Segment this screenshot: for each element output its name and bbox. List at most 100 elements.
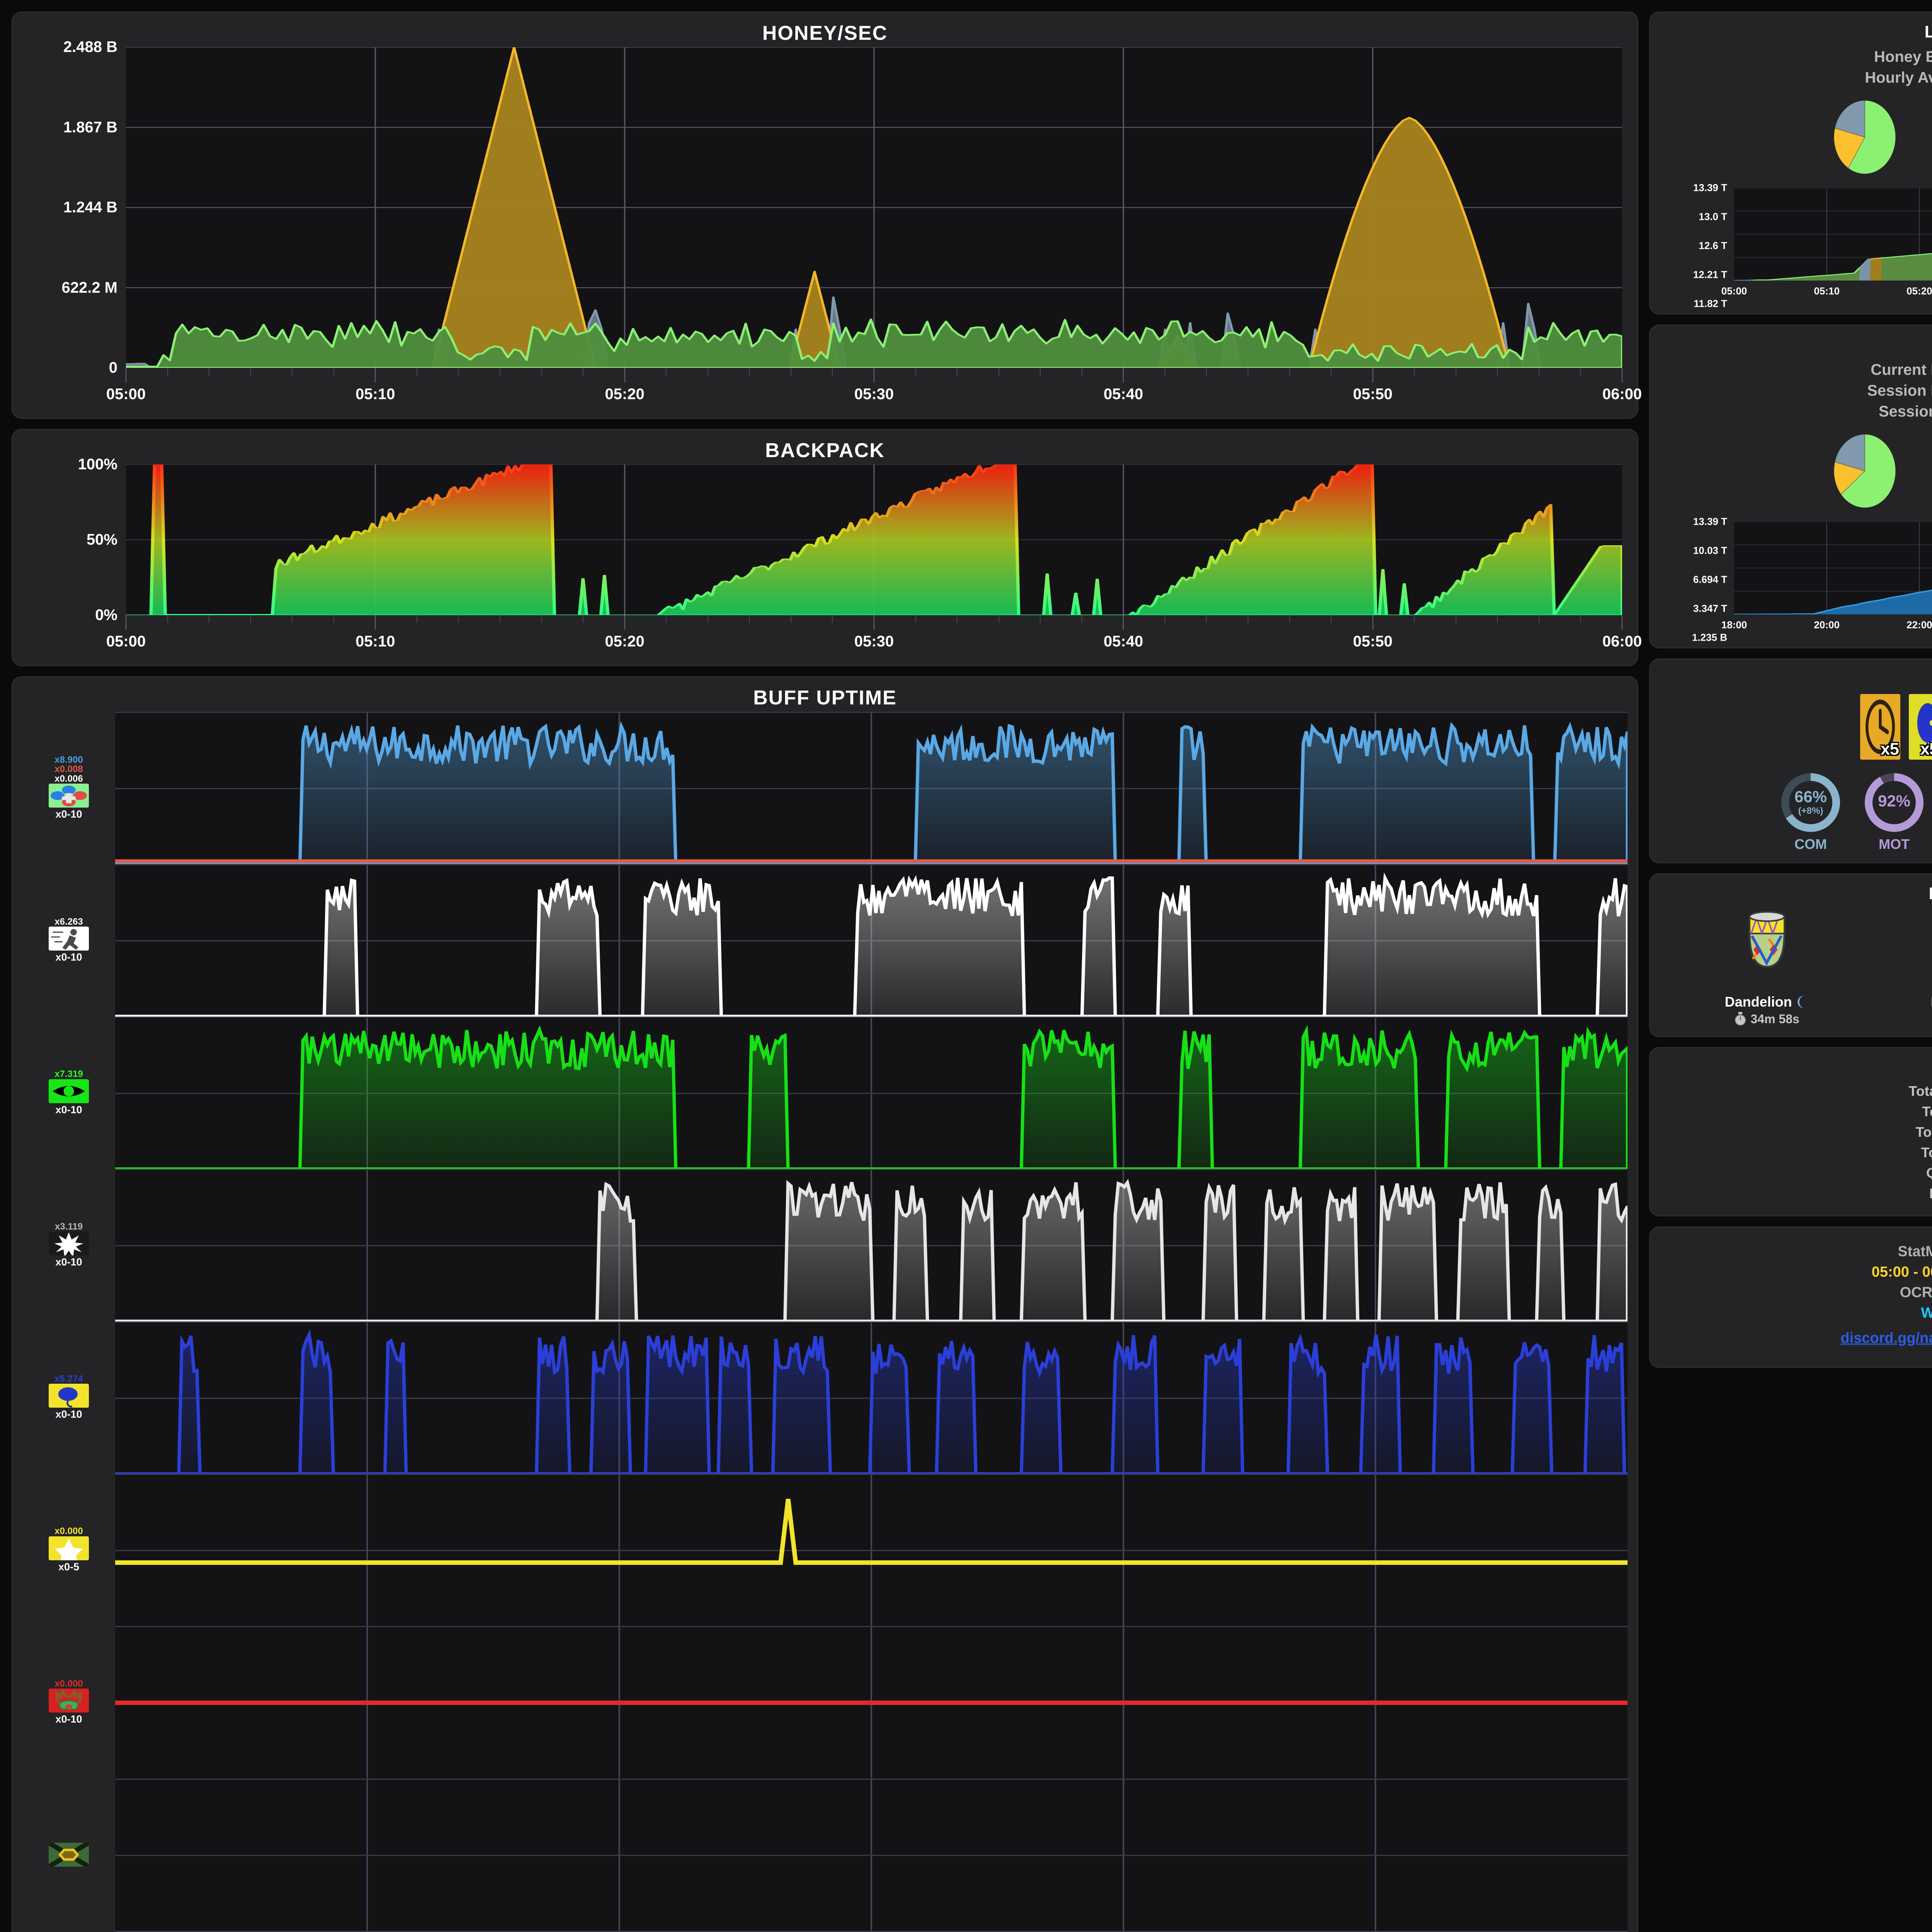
x-tick-label: 05:50 [1353,633,1393,650]
honey-earned-row: Honey Earned 1.562 T [1662,47,1932,66]
blue-balloon-icon[interactable] [49,1384,89,1408]
bomb-flower-icon[interactable] [49,784,89,808]
x-tick [624,615,625,630]
x-minor-tick [666,615,667,623]
stat-label: Total Vic Kills [1922,1103,1932,1119]
x-minor-tick [250,368,251,376]
backpack-series-svg [126,464,1622,615]
x-tick-label: 05:10 [355,633,395,650]
ring-label: MOT [1879,836,1910,852]
buff-range: x0-10 [55,1408,82,1420]
x-tick-label: 05:40 [1104,386,1143,403]
x-minor-tick [292,368,293,376]
buff-uptime-row: x0.000 x0-10 [22,1626,1628,1779]
svg-text:66%: 66% [1794,787,1827,806]
discord-link[interactable]: discord.gg/natromacro [1840,1330,1932,1346]
y-tick-label: 11.82 T [1694,298,1727,310]
buff-multiplier: x5.274 [54,1374,83,1384]
planter-blue-flower[interactable]: Blue Flower 34m 58s [1914,909,1932,1026]
x-tick-label: 05:00 [106,633,146,650]
legend-label: Convert [1917,130,1932,145]
buff-row-plot [115,1473,1628,1626]
planters-title: PLANTERS [1662,884,1932,903]
star-burst-icon[interactable] [49,1231,89,1256]
planter-name: Dandelion [1725,994,1792,1010]
buff-multiplier: x53 [1920,740,1932,759]
x-tick [1372,615,1373,630]
session-mini-y-axis: 13.39 T 10.03 T 6.694 T 3.347 T 1.235 B [1662,516,1731,643]
buff-multipliers: x7.319 [54,1069,83,1079]
os-row: Windows 10 Pro [1660,1305,1932,1321]
stats-column: LAST HOUR Honey Earned 1.562 T Hourly Av… [1649,12,1932,1932]
x-minor-tick [1331,368,1332,376]
planter-name-row: Blue Flower [1914,994,1932,1010]
x-tick [375,615,376,630]
x-tick-label: 05:20 [1906,285,1932,297]
stat-label: Disconnects [1830,1185,1932,1202]
eye-icon[interactable] [49,1079,89,1103]
buff-row-series [115,1779,1628,1931]
planter-timer: 34m 58s [1750,1012,1799,1026]
last-hour-legend: Gather00:35:3759% Convert00:11:5120% Other… [1917,101,1932,173]
session-honey-label: Session Honey [1867,382,1932,399]
last-hour-mini-chart: 13.39 T 13.0 T 12.6 T 12.21 T 11.82 T 05:00 0… [1662,182,1932,310]
buff-row-series [115,1322,1628,1474]
buff-row-plot [115,1016,1628,1169]
legend-row: Gather00:35:3759% [1917,101,1932,119]
ocr-label: OCR: [1900,1284,1932,1301]
stats-list: Total Boss Kills0 Total Vic Kills0 Total B… [1662,1083,1932,1202]
planter-dandelion[interactable]: Dandelion 34m 58s [1703,909,1831,1026]
y-tick-label: 50% [86,531,117,548]
x-tick [1123,368,1124,383]
buff-clock-icon[interactable]: x5 [1860,694,1900,760]
x-tick-label: 18:00 [1721,619,1747,631]
session-time-row: Session Time 10:21:05 [1662,402,1932,420]
progress-ring: 66%(+8%) [1781,773,1840,832]
planter-list: Dandelion 34m 58s Blue Flower [1662,909,1932,1026]
buff-row-legend: x0.000 x0-5 [22,1474,115,1626]
buff-row-legend: x5.274 x0-10 [22,1321,115,1474]
antlers-icon[interactable] [49,1689,89,1713]
buff-uptime-row: x6.263 x0-10 [22,864,1628,1017]
buff-range: x0-10 [55,951,82,963]
legend-label: Gather [1917,437,1932,452]
backpack-y-axis: 100% 50% 0% [22,456,123,624]
legend-label: Other [1917,491,1932,506]
x-minor-tick [1289,368,1290,376]
buff-multipliers: x3.119 [55,1222,83,1231]
buff-uptime-row: x5.274 x0-10 [22,1321,1628,1474]
running-icon[interactable] [49,927,89,951]
x-tick-label: 05:00 [106,386,146,403]
time-range: 05:00 - 06:00 [1871,1264,1932,1280]
buff-ring-com: 66% (+8%) COM [1774,770,1847,852]
paper-planter [1748,911,1786,968]
footer-panel: StatMonitor v2.3 by SP 05:00 - 06:00 • J… [1649,1226,1932,1368]
backpack-panel: BACKPACK 100% 50% 0% [12,429,1642,666]
stat-row: Total Vic Kills0 [1662,1103,1932,1120]
x-tick-label: 06:00 [1602,633,1642,650]
buff-multiplier: x0.008 [54,764,83,775]
planter-timer-row: 34m 58s [1703,1012,1831,1026]
x-minor-tick [1580,615,1581,623]
session-mini-plot [1734,522,1932,614]
star-icon[interactable] [49,1536,89,1560]
buff-uptime-row: x0.000 x0-5 [22,1473,1628,1626]
x-minor-tick [292,615,293,623]
backpack-x-axis: 05:00 05:10 05:20 05:30 05:40 05:50 06:00 [106,615,1642,662]
planter-name-row: Dandelion [1703,994,1831,1010]
stat-row: Disconnects0 [1662,1185,1932,1202]
honey-series-svg [126,47,1622,368]
y-tick-label: 12.6 T [1699,240,1727,252]
y-tick-label: 2.488 B [63,38,117,56]
gold-token-icon[interactable] [49,1842,89,1867]
x-minor-tick [1497,615,1498,623]
buff-blue-balloon-plus-icon[interactable]: x53 [1909,694,1932,760]
session-panel: SESSION Current Honey 13.39 T Session Ho… [1649,325,1932,648]
y-tick-label: 1.867 B [63,119,117,136]
x-minor-tick [1414,368,1415,376]
current-honey-row: Current Honey 13.39 T [1662,360,1932,379]
x-tick-label: 05:20 [605,633,645,650]
buff-uptime-row [22,1931,1628,1932]
buff-row-series [115,1017,1628,1169]
